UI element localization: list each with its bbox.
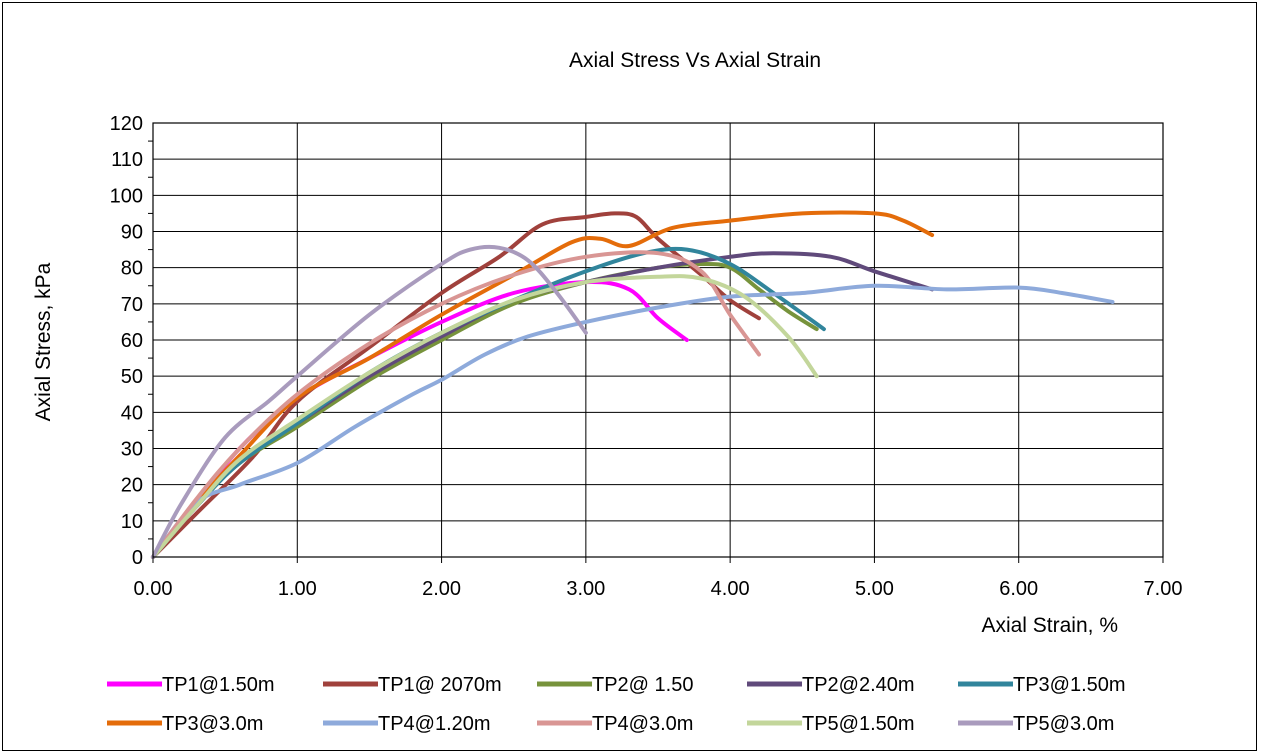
- legend-item: TP4@3.0m: [537, 713, 693, 735]
- y-tick-label: 60: [121, 330, 143, 352]
- y-tick-label: 40: [121, 402, 143, 424]
- axes: [148, 122, 1164, 563]
- x-tick-label: 3.00: [566, 578, 605, 600]
- y-tick-label: 90: [121, 222, 143, 244]
- legend-label: TP1@ 2070m: [378, 674, 502, 696]
- y-tick-label: 120: [110, 113, 143, 135]
- series-line-4: [151, 251, 935, 559]
- x-tick-label: 0.00: [134, 578, 173, 600]
- series-line-1: [151, 279, 689, 559]
- legend-label: TP5@3.0m: [1013, 713, 1114, 735]
- plot-area-border: [152, 122, 1164, 558]
- legend-label: TP4@1.20m: [378, 713, 491, 735]
- x-tick-label: 2.00: [422, 578, 461, 600]
- legend-item: TP1@1.50m: [107, 674, 275, 696]
- legend-label: TP3@3.0m: [162, 713, 263, 735]
- legend-item: TP5@3.0m: [958, 713, 1114, 735]
- legend-label: TP2@2.40m: [802, 674, 915, 696]
- y-tick-label: 80: [121, 258, 143, 280]
- x-tick-label: 1.00: [278, 578, 317, 600]
- series-line-6: [151, 210, 935, 559]
- legend-item: TP3@3.0m: [107, 713, 263, 735]
- legend-item: TP1@ 2070m: [323, 674, 502, 696]
- legend-label: TP3@1.50m: [1013, 674, 1126, 696]
- x-tick-label: 5.00: [855, 578, 894, 600]
- y-tick-label: 100: [110, 185, 143, 207]
- y-tick-label: 50: [121, 366, 143, 388]
- legend-item: TP3@1.50m: [958, 674, 1126, 696]
- series-line-8: [151, 250, 761, 559]
- series-layer: [151, 210, 1115, 559]
- series-line-9: [151, 274, 819, 559]
- legend-item: TP2@2.40m: [747, 674, 915, 696]
- grid: [152, 122, 1164, 558]
- y-tick-label: 0: [132, 547, 143, 569]
- legend-label: TP4@3.0m: [592, 713, 693, 735]
- legend-item: TP4@1.20m: [323, 713, 491, 735]
- x-axis-label: Axial Strain, %: [981, 614, 1118, 637]
- chart-title: Axial Stress Vs Axial Strain: [569, 49, 821, 72]
- legend-label: TP2@ 1.50: [592, 674, 693, 696]
- legend-label: TP5@1.50m: [802, 713, 915, 735]
- series-line-7: [151, 283, 1115, 559]
- x-tick-label: 7.00: [1144, 578, 1183, 600]
- x-tick-label: 6.00: [999, 578, 1038, 600]
- legend-label: TP1@1.50m: [162, 674, 275, 696]
- y-tick-label: 70: [121, 294, 143, 316]
- y-tick-label: 30: [121, 439, 143, 461]
- x-tick-label: 4.00: [711, 578, 750, 600]
- y-tick-label: 110: [111, 149, 143, 171]
- y-axis-label: Axial Stress, kPa: [32, 262, 55, 421]
- y-tick-label: 20: [121, 475, 143, 497]
- series-line-3: [151, 261, 819, 559]
- series-line-10: [151, 244, 588, 559]
- tick-labels: 0 10 20 30 40 50 60 70 80 90 100 110 120 0.00 1.00 2.00…: [110, 113, 1183, 600]
- legend-item: TP5@1.50m: [747, 713, 915, 735]
- legend: TP1@1.50m TP1@ 2070m TP2@ 1.50 TP2@2.40m TP3…: [107, 674, 1126, 735]
- y-tick-label: 10: [121, 511, 143, 533]
- legend-item: TP2@ 1.50: [537, 674, 693, 696]
